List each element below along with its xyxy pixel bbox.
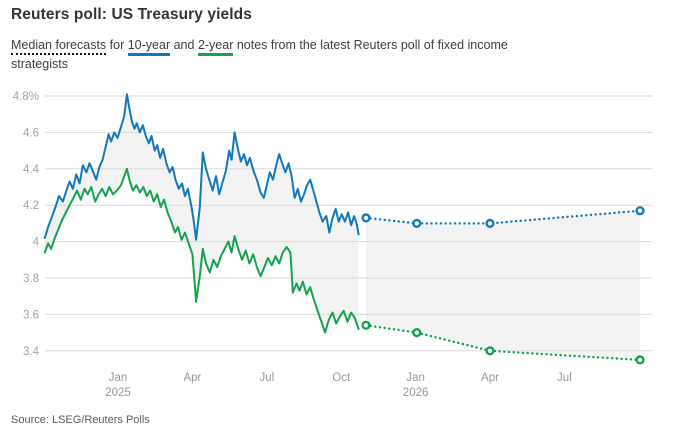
forecast-marker-2y-forecast	[485, 346, 495, 356]
subtitle-segment-dotted: Median forecasts	[11, 38, 107, 55]
x-tick-year-label: 2025	[105, 387, 131, 399]
y-tick-label: 3.4	[23, 346, 40, 358]
y-tick-label: 4	[33, 237, 40, 249]
x-tick-label: Apr	[183, 372, 201, 384]
y-tick-label: 4.6	[23, 127, 39, 139]
band-history	[44, 94, 359, 333]
forecast-marker-2y-forecast	[635, 355, 645, 365]
subtitle-segment-none: and	[170, 38, 198, 52]
forecast-marker-2y-forecast	[361, 320, 371, 330]
forecast-marker-10y-forecast	[635, 206, 645, 216]
x-tick-label: Jul	[557, 372, 572, 384]
x-tick-label: Apr	[481, 372, 499, 384]
y-tick-label: 3.8	[23, 273, 39, 285]
line-10y-history	[43, 93, 360, 241]
x-tick-label: Jan	[109, 372, 128, 384]
line-2y-forecast	[364, 324, 642, 362]
y-tick-label: 4.4	[23, 164, 40, 176]
subtitle-segment-green: 2-year	[197, 38, 234, 56]
x-tick-year-label: 2026	[403, 387, 429, 399]
forecast-marker-2y-forecast	[412, 328, 422, 338]
forecast-marker-10y-forecast	[361, 213, 371, 223]
chart-subtitle: Median forecasts for 10-year and 2-year …	[11, 36, 623, 73]
x-tick-label: Jan	[406, 372, 425, 384]
y-tick-label: 3.6	[23, 309, 39, 321]
band-forecast	[366, 210, 640, 360]
source-attribution: Source: LSEG/Reuters Polls	[11, 414, 150, 426]
x-tick-label: Oct	[332, 372, 351, 384]
line-2y-history	[43, 167, 360, 334]
chart-title: Reuters poll: US Treasury yields	[11, 6, 252, 23]
subtitle-segment-none: notes from the latest Reuters poll of fi…	[233, 38, 508, 52]
y-tick-label: 4.8%	[13, 91, 39, 103]
subtitle-segment-blue: 10-year	[127, 38, 171, 56]
subtitle-segment-none: for	[106, 38, 128, 52]
x-tick-label: Jul	[259, 372, 274, 384]
subtitle-segment-none: strategists	[11, 56, 68, 71]
forecast-marker-10y-forecast	[412, 218, 422, 229]
forecast-marker-10y-forecast	[485, 218, 495, 229]
y-tick-label: 4.2	[23, 200, 39, 212]
